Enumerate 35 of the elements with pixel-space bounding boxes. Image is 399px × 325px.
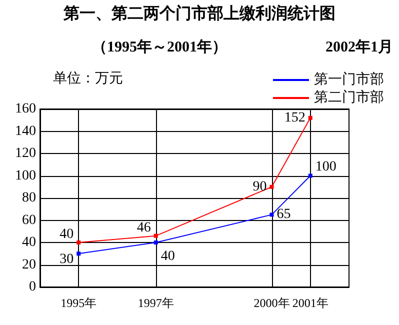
data-label: 46: [136, 220, 151, 236]
y-axis-title: 单位：万元: [53, 70, 123, 86]
point: [308, 174, 312, 178]
point: [270, 212, 274, 217]
y-tick-label: 20: [22, 257, 36, 272]
chart-title: 第一、第二两个门市部上缴利润统计图: [62, 4, 336, 22]
legend-label: 第二门市部: [314, 90, 384, 106]
data-label: 40: [60, 227, 74, 242]
x-tick-label: 2000年: [254, 296, 290, 310]
x-tick-label: 1995年: [60, 296, 97, 310]
y-tick-label: 80: [22, 190, 36, 206]
point: [76, 252, 81, 256]
y-tick-label: 60: [22, 212, 36, 228]
point: [270, 184, 274, 189]
data-label: 65: [276, 207, 291, 222]
point: [308, 116, 312, 120]
data-label: 100: [315, 159, 336, 174]
chart-subtitle: （1995年～2001年）: [92, 38, 227, 56]
data-label: 40: [160, 249, 175, 264]
data-label: 30: [60, 252, 74, 268]
data-label: 90: [252, 179, 267, 194]
x-tick-label: 1997年: [138, 296, 174, 310]
x-tick-label: 2001年: [292, 296, 328, 310]
y-tick-label: 0: [29, 280, 36, 294]
y-tick-label: 40: [22, 235, 36, 250]
point: [154, 234, 158, 238]
y-tick-label: 140: [15, 124, 36, 139]
point: [154, 240, 158, 244]
data-label: 152: [284, 110, 306, 126]
y-tick-label: 100: [15, 168, 36, 184]
y-tick-label: 120: [15, 146, 36, 161]
point: [76, 240, 81, 244]
legend-label: 第一门市部: [314, 72, 384, 88]
text: 2002年1月: [326, 38, 393, 56]
y-tick-label: 160: [15, 102, 36, 116]
